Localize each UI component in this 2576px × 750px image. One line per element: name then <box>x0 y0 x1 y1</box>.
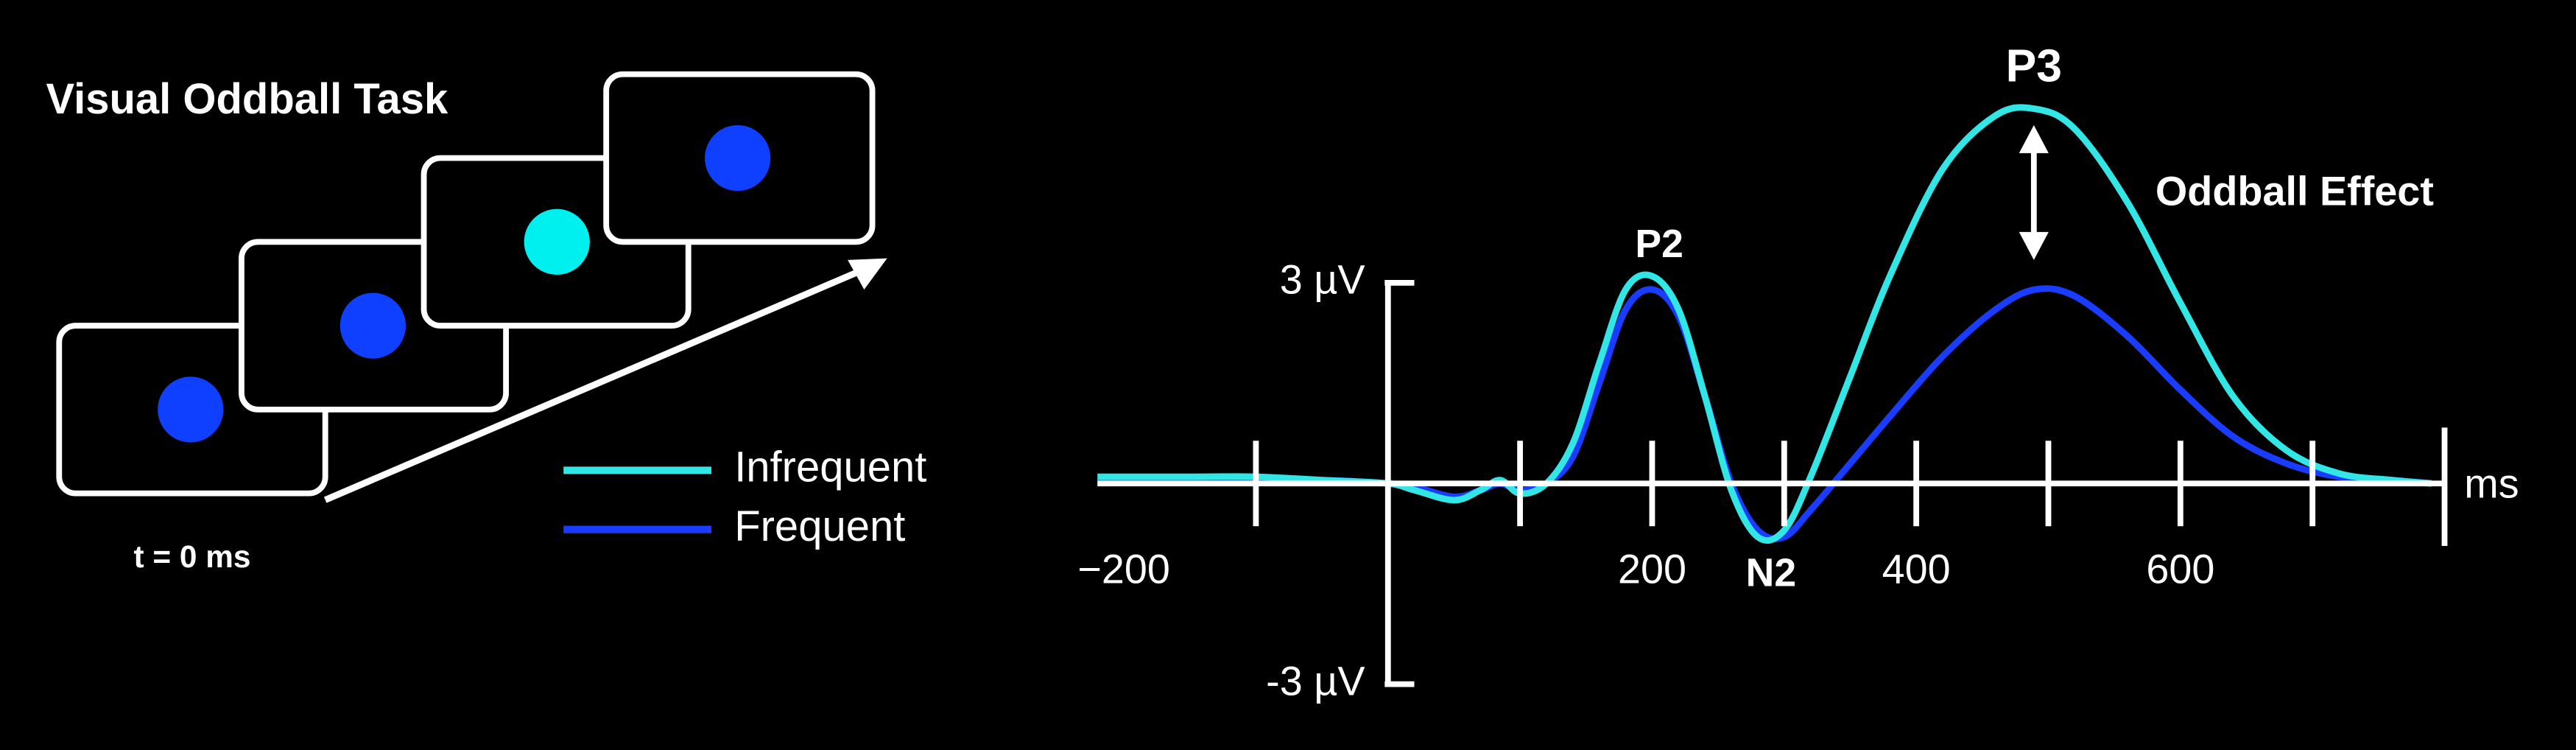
stimulus <box>158 376 224 443</box>
y-tick-label: -3 µV <box>1266 658 1365 704</box>
x-tick-label: 200 <box>1618 546 1686 592</box>
x-tick-label: 400 <box>1882 546 1951 592</box>
stimulus <box>705 125 771 192</box>
legend-label: Frequent <box>734 502 905 550</box>
peak-label: N2 <box>1746 551 1796 595</box>
effect-label: Oddball Effect <box>2156 168 2434 214</box>
x-tick-label: 600 <box>2146 546 2214 592</box>
arrow-head <box>2019 125 2049 153</box>
y-tick-label: 3 µV <box>1280 257 1365 303</box>
erp-chart: 3 µV -3 µV −200 200 400 600 ms P2 N2 P3 Oddball Ef… <box>563 41 2519 704</box>
arrow-head <box>2019 231 2049 260</box>
arrow-head <box>848 258 887 290</box>
legend-label: Infrequent <box>734 444 926 491</box>
stimulus <box>339 292 407 359</box>
x-tick-label: −200 <box>1077 546 1170 592</box>
stimulus <box>524 208 590 275</box>
x-axis-label: ms <box>2464 460 2519 506</box>
erp-line <box>1097 285 2432 542</box>
task-diagram: Visual Oddball Task t = 0 ms <box>46 71 887 574</box>
diagram-title: Visual Oddball Task <box>46 75 448 123</box>
time-arrow <box>323 263 873 503</box>
time-label: t = 0 ms <box>134 539 251 574</box>
peak-label: P2 <box>1635 222 1683 266</box>
peak-label: P3 <box>2006 41 2062 92</box>
erp-line <box>1097 104 2432 544</box>
